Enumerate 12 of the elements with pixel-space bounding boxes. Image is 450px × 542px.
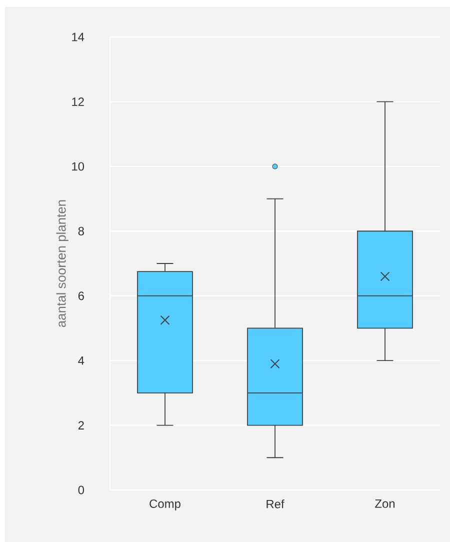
y-axis-title: aantal soorten planten — [56, 200, 68, 328]
x-tick-label: Ref — [266, 500, 284, 508]
y-tick-label: 6 — [78, 292, 84, 300]
x-tick-label: Comp — [150, 500, 180, 510]
y-tick-label: 10 — [72, 162, 84, 171]
y-tick-label: 4 — [78, 356, 84, 365]
y-tick-label: 2 — [78, 421, 84, 430]
y-tick-label: 8 — [78, 226, 84, 236]
y-tick-label: 14 — [72, 32, 84, 42]
y-tick-label: 0 — [78, 486, 84, 494]
y-tick-label: 12 — [72, 98, 84, 106]
x-tick-label: Zon — [375, 500, 395, 508]
